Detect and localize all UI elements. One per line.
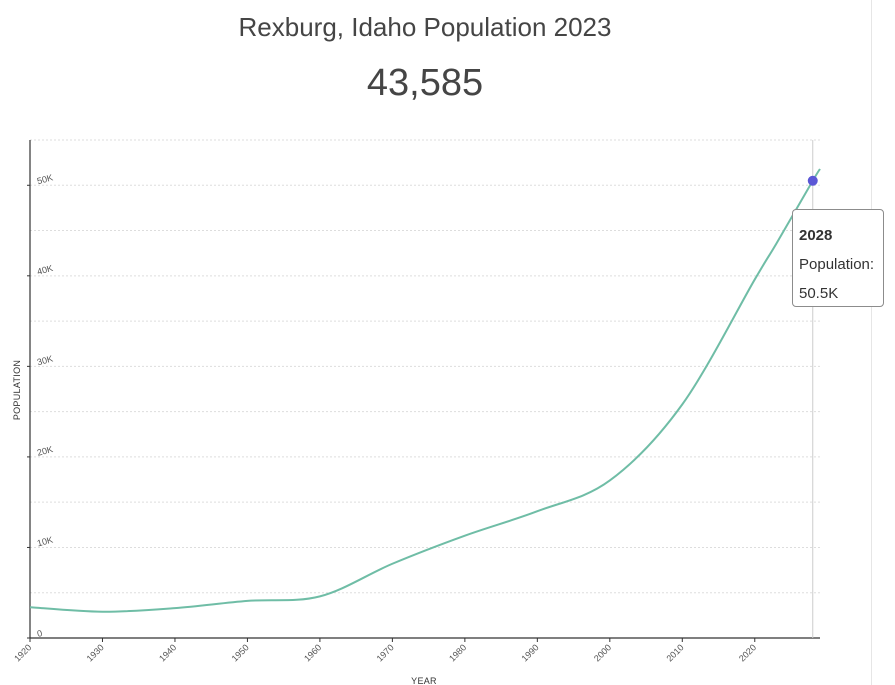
x-tick-label: 1980 [447,642,468,663]
y-tick-label: 30K [36,353,54,367]
y-axis-label: POPULATION [12,360,22,420]
x-tick-label: 1930 [85,642,106,663]
tick-labels: 0 10K 20K 30K 40K 50K 1920 1930 1940 1950 1960 1970… [12,172,758,663]
tooltip-label: Population: [799,256,875,273]
tooltip-year: 2028 [799,227,833,244]
axes [27,140,820,642]
x-tick-label: 1990 [520,642,541,663]
x-tick-label: 1960 [302,642,323,663]
right-border-line [871,0,872,685]
x-tick-label: 1970 [375,642,396,663]
x-axis-label: YEAR [411,676,437,685]
y-tick-label: 40K [36,263,54,277]
highlight-point [807,175,818,186]
y-tick-label: 0 [36,628,43,639]
population-value: 43,585 [366,62,484,104]
x-tick-label: 2020 [737,642,758,663]
y-tick-label: 20K [36,444,54,458]
x-tick-label: 2010 [664,642,685,663]
x-tick-label: 1950 [230,642,251,663]
population-series-line [29,168,821,613]
tooltip-value: 50.5K [799,285,839,302]
x-tick-label: 1940 [157,642,178,663]
x-tick-label: 2000 [592,642,613,663]
x-tick-label: 1920 [12,642,33,663]
y-tick-label: 10K [36,535,54,549]
grid-lines [30,139,820,594]
page-title: Rexburg, Idaho Population 2023 [238,12,612,42]
y-tick-label: 50K [36,172,54,186]
data-tooltip: 2028 Population: 50.5K [792,209,884,307]
series-layer [29,168,821,613]
